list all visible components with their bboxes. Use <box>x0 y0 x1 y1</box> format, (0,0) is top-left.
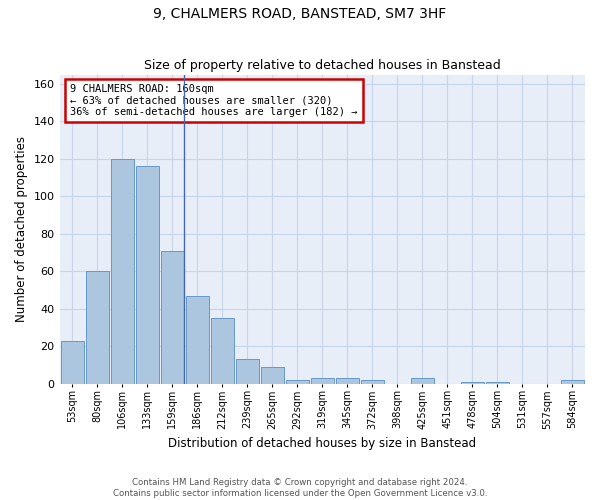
Bar <box>261 367 284 384</box>
Text: 9, CHALMERS ROAD, BANSTEAD, SM7 3HF: 9, CHALMERS ROAD, BANSTEAD, SM7 3HF <box>154 8 446 22</box>
Bar <box>136 166 158 384</box>
Bar <box>211 318 233 384</box>
Bar <box>361 380 384 384</box>
Bar <box>336 378 359 384</box>
Bar <box>161 250 184 384</box>
Text: 9 CHALMERS ROAD: 160sqm
← 63% of detached houses are smaller (320)
36% of semi-d: 9 CHALMERS ROAD: 160sqm ← 63% of detache… <box>70 84 358 117</box>
Bar <box>286 380 309 384</box>
Bar <box>486 382 509 384</box>
Bar <box>561 380 584 384</box>
Bar <box>236 360 259 384</box>
Text: Contains HM Land Registry data © Crown copyright and database right 2024.
Contai: Contains HM Land Registry data © Crown c… <box>113 478 487 498</box>
Bar <box>311 378 334 384</box>
Bar <box>185 296 209 384</box>
Bar <box>86 271 109 384</box>
Bar <box>411 378 434 384</box>
Y-axis label: Number of detached properties: Number of detached properties <box>15 136 28 322</box>
Title: Size of property relative to detached houses in Banstead: Size of property relative to detached ho… <box>144 59 500 72</box>
Bar <box>110 159 134 384</box>
Bar <box>61 340 83 384</box>
Bar <box>461 382 484 384</box>
X-axis label: Distribution of detached houses by size in Banstead: Distribution of detached houses by size … <box>168 437 476 450</box>
